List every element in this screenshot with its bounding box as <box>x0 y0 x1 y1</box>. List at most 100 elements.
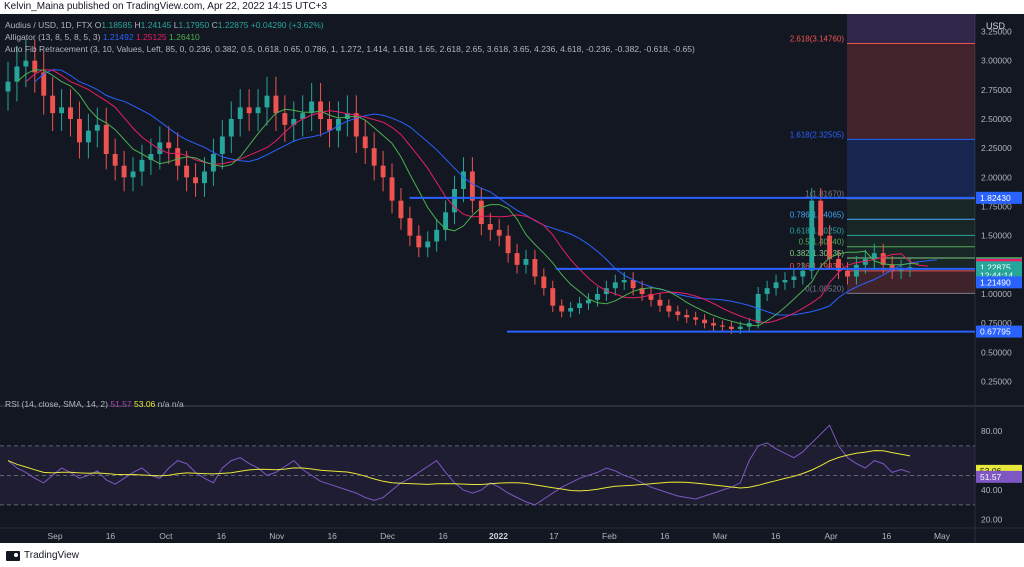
candle-body <box>434 229 440 242</box>
candle-body <box>648 294 654 300</box>
candle-body <box>693 317 699 320</box>
x-tick-label: Feb <box>602 531 617 541</box>
candle-body <box>684 315 690 318</box>
x-tick-label: Dec <box>380 531 396 541</box>
fib-level-label: 0.5(1.40540) <box>799 238 845 247</box>
candle-body <box>255 107 261 114</box>
price-tick-label: 3.25000 <box>981 27 1012 37</box>
candle-body <box>586 299 591 304</box>
l-label: L <box>173 20 179 30</box>
rsi-value-badge <box>976 470 1022 483</box>
publisher-line: Kelvin_Maina published on TradingView.co… <box>4 1 328 12</box>
x-tick-label: 16 <box>438 531 448 541</box>
candle-body <box>398 200 404 219</box>
price-badge <box>976 325 1022 338</box>
c-value: 1.22875 <box>217 20 249 30</box>
candle-body <box>121 165 127 178</box>
candle-body <box>41 72 47 96</box>
candle-body <box>130 171 136 178</box>
alligator-jaw-value: 1.21492 <box>102 32 134 42</box>
candle-body <box>50 95 56 114</box>
candle-body <box>344 113 350 119</box>
candle-body <box>728 326 734 329</box>
candle-body <box>139 159 145 172</box>
fib-level-label: 0.618(1.50250) <box>790 226 845 235</box>
candle-body <box>300 113 306 119</box>
x-tick-label: Sep <box>47 531 62 541</box>
rsi-label: RSI (14, close, SMA, 14, 2) <box>5 399 108 409</box>
fib-level-label: 1(1.81670) <box>805 190 844 199</box>
candle-body <box>273 95 279 114</box>
h-label: H <box>134 20 141 30</box>
tradingview-logo-icon <box>6 550 20 561</box>
price-badge-text: 1.82430 <box>980 193 1011 203</box>
candle-body <box>318 101 324 119</box>
x-tick-label: 2022 <box>489 531 508 541</box>
candle-body <box>675 311 681 315</box>
fib-label: Auto Fib Retracement (3, 10, Values, Lef… <box>5 44 695 54</box>
rsi-value: 51.57 <box>110 399 132 409</box>
fib-zone-1618 <box>847 139 975 199</box>
candle-body <box>845 270 850 277</box>
price-tick-label: 0.25000 <box>981 377 1012 387</box>
candle-body <box>228 119 234 137</box>
x-tick-label: 16 <box>106 531 116 541</box>
candle-body <box>666 305 672 312</box>
candle-body <box>541 276 547 289</box>
candle-body <box>282 113 288 125</box>
candle-body <box>309 101 315 114</box>
candle-body <box>5 81 11 92</box>
price-badge-text: 1.22875 <box>980 262 1011 272</box>
candle-body <box>711 323 716 326</box>
x-tick-label: 16 <box>882 531 892 541</box>
candle-body <box>380 165 386 178</box>
price-tick-label: 2.25000 <box>981 143 1012 153</box>
tradingview-logo[interactable]: TradingView <box>6 550 79 561</box>
alligator-label: Alligator (13, 8, 5, 8, 5, 3) <box>5 32 101 42</box>
candle-body <box>862 259 868 265</box>
change-value: +0.04290 (+3.62%) <box>250 20 324 30</box>
price-tick-label: 2.50000 <box>981 114 1012 124</box>
candle-body <box>246 107 252 114</box>
alligator-lips-value: 1.26410 <box>169 32 200 42</box>
candle-body <box>76 119 82 143</box>
alligator-teeth-line <box>25 69 928 324</box>
c-label: C <box>211 20 218 30</box>
candle-body <box>568 308 574 312</box>
fib-level-label: 0.236(1.19835) <box>790 262 845 271</box>
brand-name: TradingView <box>24 550 80 561</box>
price-tick-label: 0.50000 <box>981 347 1012 357</box>
candle-body <box>264 95 270 108</box>
candle-body <box>94 124 100 131</box>
rsi-sma-value: 53.06 <box>134 399 156 409</box>
candle-body <box>68 107 73 119</box>
candle-body <box>657 299 663 306</box>
candle-body <box>809 200 815 271</box>
candle-body <box>23 60 29 67</box>
fib-level-label: 0.382(1.30835) <box>790 249 845 258</box>
fib-zone-low <box>847 270 975 294</box>
chart-area[interactable]: 2.618(3.14760) 1.618(2.32505) 1(1.81670) 0.… <box>0 14 1024 543</box>
price-badge <box>976 191 1022 204</box>
x-tick-label: 16 <box>327 531 337 541</box>
o-value: 1.18585 <box>101 20 133 30</box>
candle-body <box>157 142 163 154</box>
candle-body <box>112 154 118 166</box>
candle-body <box>702 319 708 324</box>
rsi-line <box>7 424 911 506</box>
candle-body <box>202 171 207 184</box>
rsi-legend: RSI (14, close, SMA, 14, 2) 51.57 53.06 … <box>5 399 184 410</box>
candle-body <box>59 107 65 114</box>
candle-body <box>103 124 109 154</box>
price-badge-text: 0.67795 <box>980 327 1011 337</box>
candle-body <box>237 107 243 119</box>
o-label: O <box>94 20 102 30</box>
price-chart-svg[interactable]: 2.618(3.14760) 1.618(2.32505) 1(1.81670) 0.… <box>0 14 1024 543</box>
candle-body <box>764 288 770 294</box>
candle-body <box>362 136 368 149</box>
candle-body <box>639 288 645 294</box>
candle-body <box>184 165 190 178</box>
price-badge <box>976 276 1022 289</box>
candle-body <box>871 253 877 259</box>
candle-body <box>532 259 538 277</box>
